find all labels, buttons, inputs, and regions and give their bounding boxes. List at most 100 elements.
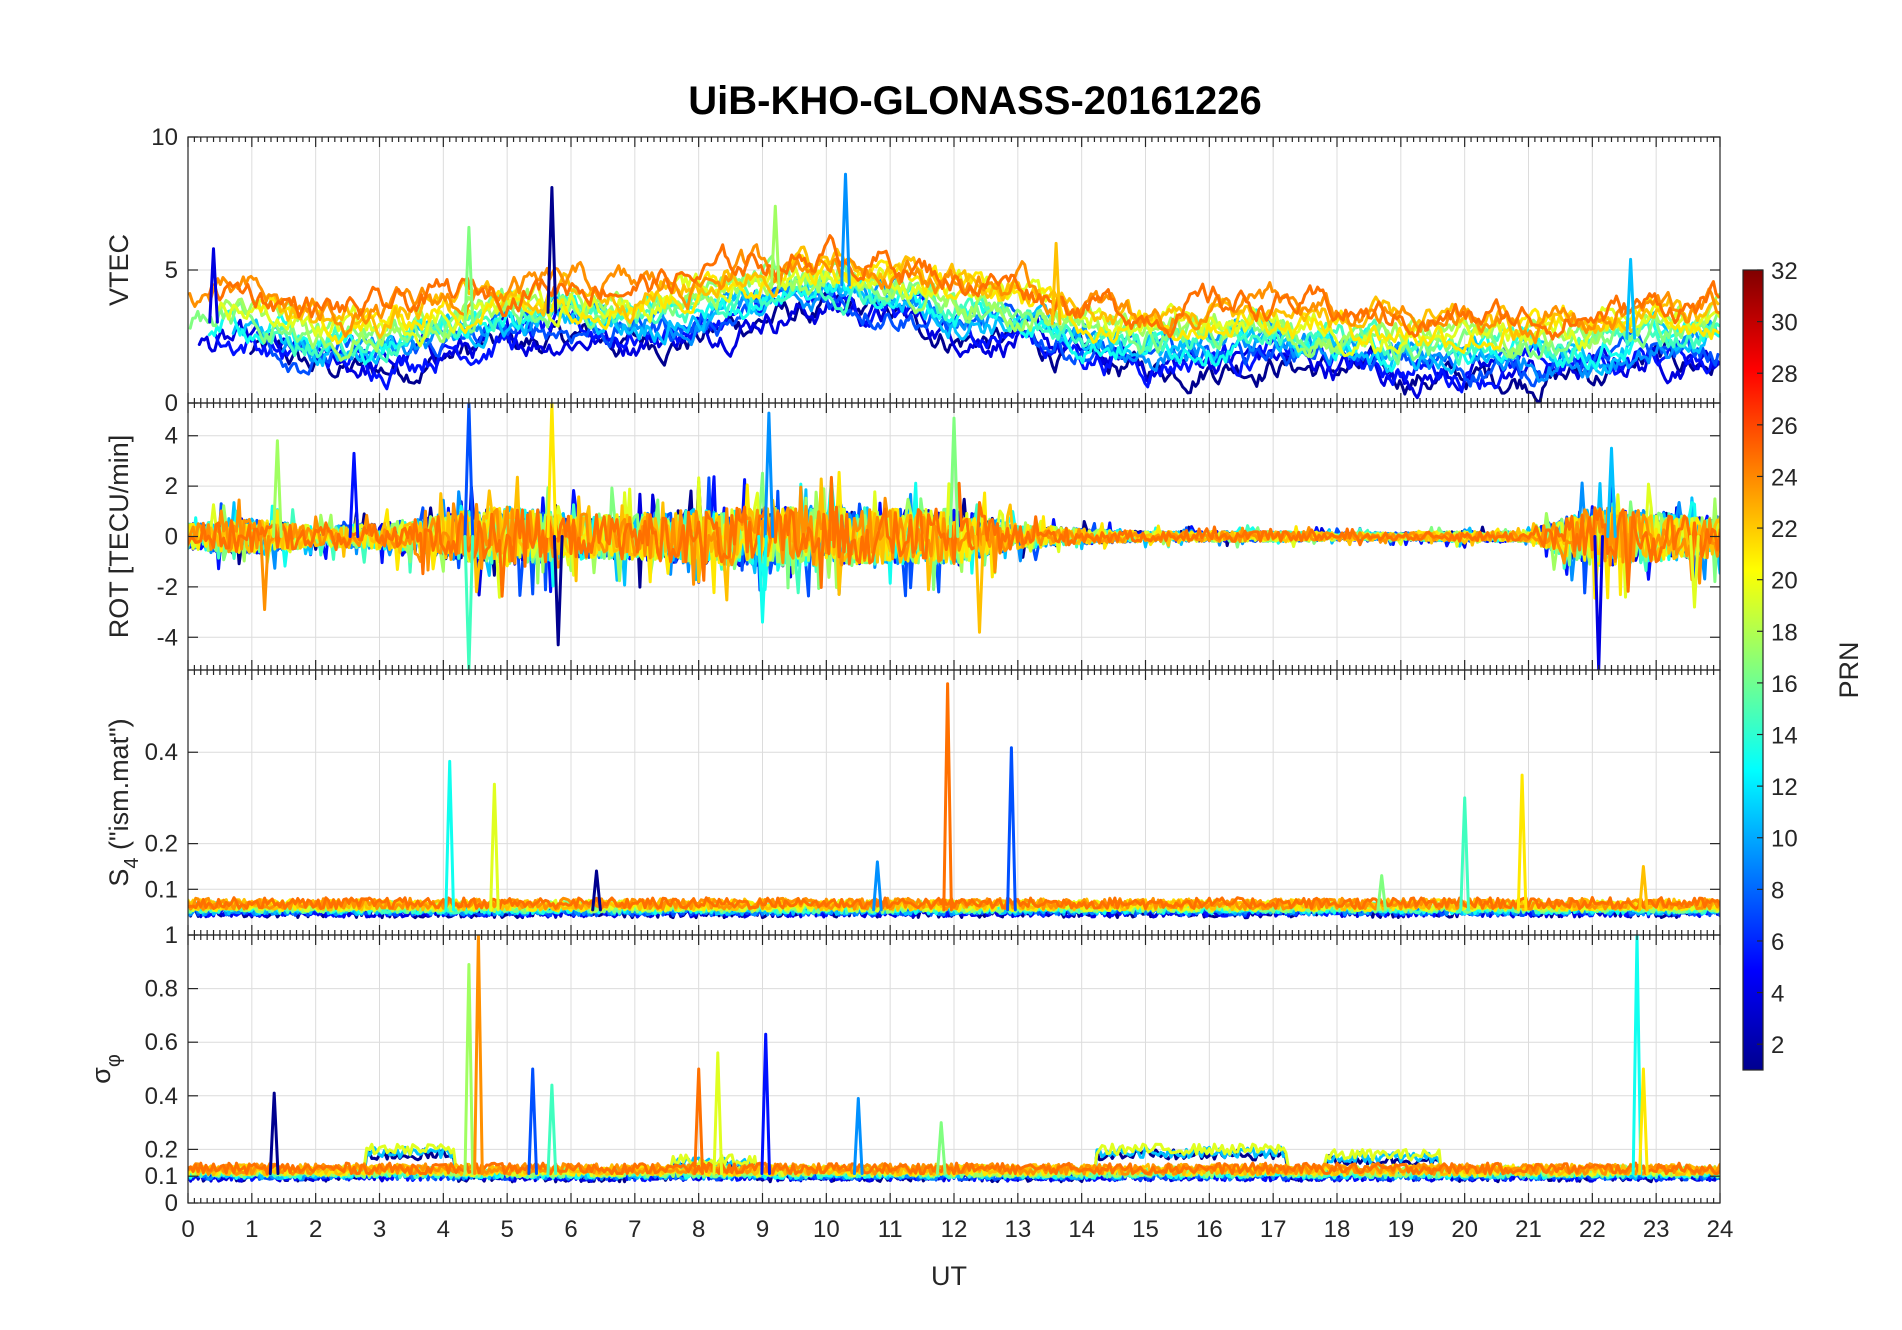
spike <box>552 535 564 647</box>
tick-marks <box>187 403 1721 670</box>
spike <box>259 535 270 611</box>
spike <box>208 247 219 324</box>
spike <box>769 204 781 290</box>
colorbar-gradient <box>1742 269 1764 1071</box>
colorbar-tick-label: 8 <box>1771 877 1784 904</box>
x-tick-label: 2 <box>309 1216 322 1243</box>
spike <box>546 186 558 314</box>
y-tick-label: 0.6 <box>145 1029 178 1056</box>
colorbar-tick-label: 30 <box>1771 310 1798 337</box>
x-tick-label: 13 <box>1004 1216 1031 1243</box>
y-tick-label: 0 <box>165 1190 178 1217</box>
y-tick-label: 0.4 <box>145 739 178 766</box>
x-tick-label: 0 <box>181 1216 194 1243</box>
x-tick-label: 3 <box>373 1216 386 1243</box>
spike <box>1050 241 1062 326</box>
panel-vtec: 0 5 10 VTEC <box>104 124 1721 417</box>
x-tick-label: 9 <box>756 1216 769 1243</box>
x-tick-label: 24 <box>1707 1216 1734 1243</box>
y-tick-label: 0.2 <box>145 1136 178 1163</box>
spike <box>942 682 953 912</box>
x-tick-label: 14 <box>1068 1216 1095 1243</box>
colorbar-tick-label: 32 <box>1771 258 1798 285</box>
x-tick-label: 16 <box>1196 1216 1223 1243</box>
x-tick-label: 10 <box>813 1216 840 1243</box>
colorbar-tick-label: 16 <box>1771 671 1798 698</box>
series-prn-24 <box>188 475 1720 598</box>
tick-marks <box>187 934 1721 1204</box>
colorbar-tick-label: 6 <box>1771 929 1784 956</box>
x-tick-label: 6 <box>564 1216 577 1243</box>
y-axis-label-sigphi: σφ <box>86 1054 125 1084</box>
series-prn-21 <box>188 475 1720 602</box>
x-tick-label: 17 <box>1260 1216 1287 1243</box>
spike <box>1006 746 1017 912</box>
spike <box>763 411 775 538</box>
y-tick-label: 10 <box>151 124 178 151</box>
spike <box>872 860 883 912</box>
x-tick-label: 23 <box>1643 1216 1670 1243</box>
colorbar-tick-label: 14 <box>1771 723 1798 750</box>
x-tick-label: 12 <box>941 1216 968 1243</box>
y-tick-label: 0.2 <box>145 831 178 858</box>
spike <box>948 416 960 538</box>
y-tick-label: 0.1 <box>145 1163 178 1190</box>
y-axis-label-s4: S4 ("ism.mat") <box>104 718 143 886</box>
colorbar-tick-label: 24 <box>1771 464 1798 491</box>
spike <box>693 1067 704 1175</box>
traces <box>188 403 1720 670</box>
traces <box>188 935 1720 1184</box>
gridlines <box>187 934 1721 1204</box>
x-tick-label: 20 <box>1451 1216 1478 1243</box>
colorbar-tick-label: 4 <box>1771 981 1784 1008</box>
y-tick-label: 5 <box>165 257 178 284</box>
spike <box>760 1032 771 1175</box>
spike <box>1376 874 1387 912</box>
y-tick-label: 0.4 <box>145 1083 178 1110</box>
spike <box>272 439 283 538</box>
spike <box>444 759 455 912</box>
colorbar-tick-label: 20 <box>1771 568 1798 595</box>
y-axis-label-rot: ROT [TECU/min] <box>104 435 134 639</box>
spike <box>1625 257 1636 340</box>
x-tick-label: 22 <box>1579 1216 1606 1243</box>
tick-marks <box>187 136 1721 404</box>
spike <box>463 225 475 325</box>
spike <box>1606 446 1617 538</box>
spike <box>712 1051 724 1175</box>
y-tick-label: 0 <box>165 390 178 417</box>
y-tick-label: -4 <box>157 624 178 651</box>
x-tick-label: 1 <box>245 1216 258 1243</box>
spike <box>757 535 768 624</box>
colorbar-tick-label: 22 <box>1771 516 1798 543</box>
y-tick-label: 2 <box>165 473 178 500</box>
spike <box>463 535 475 670</box>
colorbar-label: PRN <box>1834 641 1864 698</box>
panel-s4: 0.1 0.2 0.4S4 ("ism.mat") <box>104 669 1721 936</box>
spike <box>546 403 558 538</box>
y-tick-label: -2 <box>157 574 178 601</box>
colorbar-tick-label: 2 <box>1771 1032 1784 1059</box>
spike <box>1459 796 1470 912</box>
spike <box>348 451 360 538</box>
traces <box>188 682 1720 920</box>
x-tick-label: 15 <box>1132 1216 1159 1243</box>
spike <box>463 963 475 1175</box>
x-tick-label: 19 <box>1387 1216 1414 1243</box>
spike <box>840 172 851 287</box>
spike <box>852 1097 864 1175</box>
x-tick-label: 8 <box>692 1216 705 1243</box>
spike <box>1638 865 1649 912</box>
spike <box>1631 935 1643 1175</box>
series-prn-24 <box>188 1161 1720 1176</box>
spike <box>463 403 475 538</box>
x-tick-label: 4 <box>437 1216 450 1243</box>
y-tick-label: 4 <box>165 423 178 450</box>
y-tick-label: 0.8 <box>145 976 178 1003</box>
series-prn-24 <box>208 234 1720 341</box>
spike <box>1638 1067 1649 1175</box>
